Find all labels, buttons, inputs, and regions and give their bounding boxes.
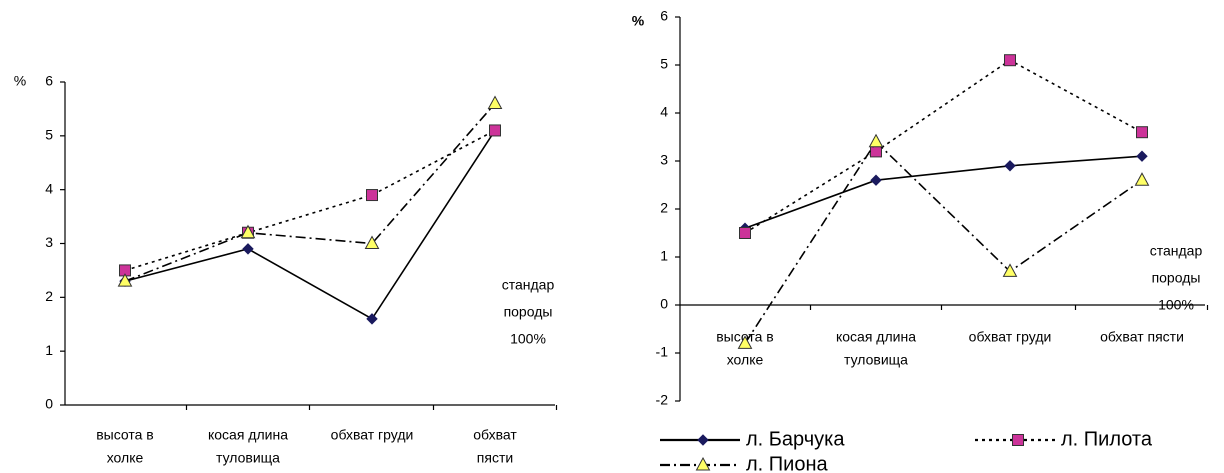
y-tick-label: 2: [660, 200, 668, 216]
legend-label: л. Барчука: [746, 428, 845, 450]
x-tick-label: туловища: [844, 352, 908, 368]
y-tick-label: -2: [656, 392, 669, 408]
y-tick-label: 2: [45, 288, 53, 304]
series-line: [744, 140, 1143, 344]
marker-triangle: [1134, 172, 1150, 186]
annotation: стандар: [502, 277, 555, 293]
y-tick-label: 1: [660, 248, 668, 264]
x-tick-label: обхват пясти: [1100, 329, 1184, 345]
x-tick-label: обхват груди: [969, 329, 1052, 345]
x-tick-label: высота в: [96, 427, 154, 443]
marker-square: [870, 145, 882, 158]
y-tick-label: 1: [45, 342, 53, 358]
y-tick-label: 3: [45, 234, 53, 250]
marker-triangle: [364, 235, 380, 249]
y-tick-label: 4: [45, 180, 53, 196]
marker-triangle: [240, 224, 256, 239]
y-axis-label: %: [14, 73, 26, 89]
series-line: [744, 155, 1143, 229]
marker-square: [1012, 434, 1024, 446]
marker-square: [366, 189, 378, 202]
marker-diamond: [242, 243, 254, 255]
marker-triangle: [868, 133, 884, 148]
series-line: [124, 130, 496, 320]
marker-diamond: [697, 434, 709, 446]
y-tick-label: 0: [660, 296, 668, 312]
annotation: стандар: [1150, 243, 1203, 259]
y-tick-label: 6: [45, 73, 53, 89]
series-line: [124, 129, 496, 272]
marker-diamond: [870, 174, 882, 186]
x-tick-label: обхват: [473, 427, 517, 443]
y-tick-label: 6: [660, 8, 668, 24]
y-tick-label: -1: [656, 344, 669, 360]
marker-square: [1004, 54, 1016, 67]
series-line: [744, 59, 1143, 234]
marker-triangle: [695, 456, 711, 471]
x-tick-label: туловища: [216, 450, 280, 466]
marker-triangle: [1002, 263, 1018, 277]
annotation: породы: [1152, 270, 1201, 286]
marker-triangle: [487, 95, 503, 110]
x-tick-label: косая длина: [208, 427, 288, 443]
y-tick-label: 5: [45, 127, 53, 143]
y-axis-label: %: [632, 13, 645, 29]
marker-diamond: [1136, 150, 1148, 162]
annotation: породы: [504, 304, 553, 320]
marker-triangle: [117, 273, 133, 287]
y-tick-label: 0: [45, 396, 53, 412]
x-tick-label: холке: [727, 352, 764, 368]
y-tick-label: 3: [660, 152, 668, 168]
annotation: 100%: [510, 331, 546, 347]
x-tick-label: пясти: [477, 450, 513, 466]
marker-diamond: [366, 313, 378, 325]
legend-label: л. Пилота: [1061, 428, 1153, 450]
y-tick-label: 5: [660, 56, 668, 72]
marker-square: [739, 227, 751, 239]
marker-square: [1136, 126, 1148, 139]
marker-square: [489, 124, 501, 137]
y-tick-label: 4: [660, 104, 668, 120]
x-tick-label: косая длина: [836, 329, 916, 345]
x-tick-label: обхват груди: [331, 427, 414, 443]
marker-diamond: [1004, 160, 1016, 172]
marker-triangle: [737, 335, 753, 349]
annotation: 100%: [1158, 297, 1194, 313]
legend-label: л. Пиона: [746, 453, 828, 473]
series-line: [124, 103, 496, 282]
x-tick-label: холке: [107, 450, 144, 466]
